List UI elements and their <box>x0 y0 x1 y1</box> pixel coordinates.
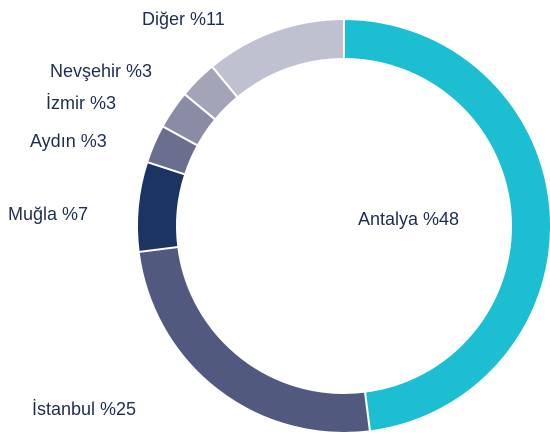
donut-segment <box>136 160 187 254</box>
segment-label: Antalya %48 <box>358 209 459 229</box>
segment-label: Muğla %7 <box>8 204 88 224</box>
segment-label: İzmir %3 <box>46 93 116 113</box>
segment-label: Aydın %3 <box>30 131 107 151</box>
donut-segment <box>343 17 550 433</box>
segment-label: İstanbul %25 <box>32 399 136 419</box>
donut-segment <box>210 17 345 99</box>
segment-label: Diğer %11 <box>142 9 225 29</box>
donut-segment <box>137 245 372 434</box>
segment-label: Nevşehir %3 <box>50 61 152 81</box>
